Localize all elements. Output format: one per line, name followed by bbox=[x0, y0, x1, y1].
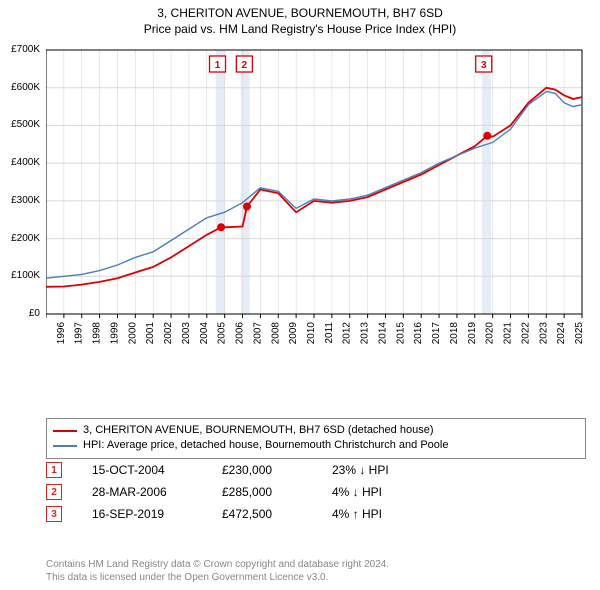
sale-price: £285,000 bbox=[222, 485, 302, 499]
legend-label: 3, CHERITON AVENUE, BOURNEMOUTH, BH7 6SD… bbox=[83, 423, 433, 438]
sale-label-1: 1 bbox=[215, 60, 221, 71]
sale-point-2 bbox=[243, 203, 251, 211]
x-tick-label: 1996 bbox=[56, 322, 67, 345]
y-tick-label: £700K bbox=[0, 44, 44, 55]
sale-date: 16-SEP-2019 bbox=[92, 507, 192, 521]
x-tick-label: 2016 bbox=[413, 322, 424, 345]
sale-label-3: 3 bbox=[481, 60, 487, 71]
sale-row: 3 16-SEP-2019 £472,500 4% ↑ HPI bbox=[46, 506, 432, 522]
sale-row: 2 28-MAR-2006 £285,000 4% ↓ HPI bbox=[46, 484, 432, 500]
x-tick-label: 2006 bbox=[235, 322, 246, 345]
y-tick-label: £600K bbox=[0, 82, 44, 93]
legend-item: HPI: Average price, detached house, Bour… bbox=[53, 438, 579, 453]
x-tick-label: 2014 bbox=[377, 322, 388, 345]
y-tick-label: £0 bbox=[0, 308, 44, 319]
x-tick-label: 2025 bbox=[574, 322, 585, 345]
sale-marker-box: 3 bbox=[46, 506, 62, 522]
x-tick-label: 2000 bbox=[127, 322, 138, 345]
footer-line2: This data is licensed under the Open Gov… bbox=[46, 571, 389, 584]
y-tick-label: £400K bbox=[0, 157, 44, 168]
x-tick-label: 1998 bbox=[92, 322, 103, 345]
sale-date: 28-MAR-2006 bbox=[92, 485, 192, 499]
x-tick-label: 2020 bbox=[485, 322, 496, 345]
sale-vs-hpi: 4% ↓ HPI bbox=[332, 485, 432, 499]
x-tick-label: 2018 bbox=[449, 322, 460, 345]
sale-point-1 bbox=[217, 223, 225, 231]
x-tick-label: 1997 bbox=[74, 322, 85, 345]
chart-container: 3, CHERITON AVENUE, BOURNEMOUTH, BH7 6SD… bbox=[0, 0, 600, 590]
x-tick-label: 2004 bbox=[199, 322, 210, 345]
sale-price: £472,500 bbox=[222, 507, 302, 521]
x-tick-label: 2008 bbox=[270, 322, 281, 345]
legend: 3, CHERITON AVENUE, BOURNEMOUTH, BH7 6SD… bbox=[46, 418, 586, 459]
x-tick-label: 2011 bbox=[324, 322, 335, 344]
sale-price: £230,000 bbox=[222, 463, 302, 477]
x-tick-label: 2003 bbox=[181, 322, 192, 345]
sale-vs-hpi: 23% ↓ HPI bbox=[332, 463, 432, 477]
x-tick-label: 2019 bbox=[467, 322, 478, 345]
x-tick-label: 1995 bbox=[46, 322, 49, 345]
x-tick-label: 2017 bbox=[431, 322, 442, 345]
sale-date: 15-OCT-2004 bbox=[92, 463, 192, 477]
sale-marker-box: 1 bbox=[46, 462, 62, 478]
legend-label: HPI: Average price, detached house, Bour… bbox=[83, 438, 448, 453]
sale-vs-hpi: 4% ↑ HPI bbox=[332, 507, 432, 521]
footer-line1: Contains HM Land Registry data © Crown c… bbox=[46, 558, 389, 571]
x-tick-label: 2002 bbox=[163, 322, 174, 345]
title-subtitle: Price paid vs. HM Land Registry's House … bbox=[0, 22, 600, 38]
price-chart: 1 2 3 1995 1996 1997 1998 1999 2000 2001 2002 2003 2… bbox=[46, 44, 586, 364]
legend-swatch bbox=[53, 445, 77, 447]
x-tick-label: 2010 bbox=[306, 322, 317, 345]
x-tick-label: 2005 bbox=[217, 322, 228, 345]
y-tick-label: £100K bbox=[0, 270, 44, 281]
x-tick-label: 2012 bbox=[342, 322, 353, 345]
y-tick-label: £200K bbox=[0, 233, 44, 244]
x-tick-label: 2001 bbox=[145, 322, 156, 345]
y-tick-label: £300K bbox=[0, 195, 44, 206]
x-tick-label: 2023 bbox=[538, 322, 549, 345]
sale-marker-box: 2 bbox=[46, 484, 62, 500]
sales-table: 1 15-OCT-2004 £230,000 23% ↓ HPI 2 28-MAR-200… bbox=[46, 462, 432, 528]
sale-row: 1 15-OCT-2004 £230,000 23% ↓ HPI bbox=[46, 462, 432, 478]
x-tick-label: 2013 bbox=[360, 322, 371, 345]
sale-point-3 bbox=[483, 132, 491, 140]
legend-item: 3, CHERITON AVENUE, BOURNEMOUTH, BH7 6SD… bbox=[53, 423, 579, 438]
x-tick-label: 2007 bbox=[252, 322, 263, 345]
x-tick-label: 2015 bbox=[395, 322, 406, 345]
y-tick-label: £500K bbox=[0, 119, 44, 130]
x-tick-label: 2021 bbox=[503, 322, 514, 345]
legend-swatch bbox=[53, 430, 77, 432]
x-tick-label: 2009 bbox=[288, 322, 299, 345]
footer-copyright: Contains HM Land Registry data © Crown c… bbox=[46, 558, 389, 584]
sale-label-2: 2 bbox=[242, 60, 248, 71]
title-block: 3, CHERITON AVENUE, BOURNEMOUTH, BH7 6SD… bbox=[0, 0, 600, 37]
x-tick-label: 2022 bbox=[520, 322, 531, 345]
title-address: 3, CHERITON AVENUE, BOURNEMOUTH, BH7 6SD bbox=[0, 6, 600, 22]
x-tick-label: 2024 bbox=[556, 322, 567, 345]
x-tick-label: 1999 bbox=[109, 322, 120, 345]
